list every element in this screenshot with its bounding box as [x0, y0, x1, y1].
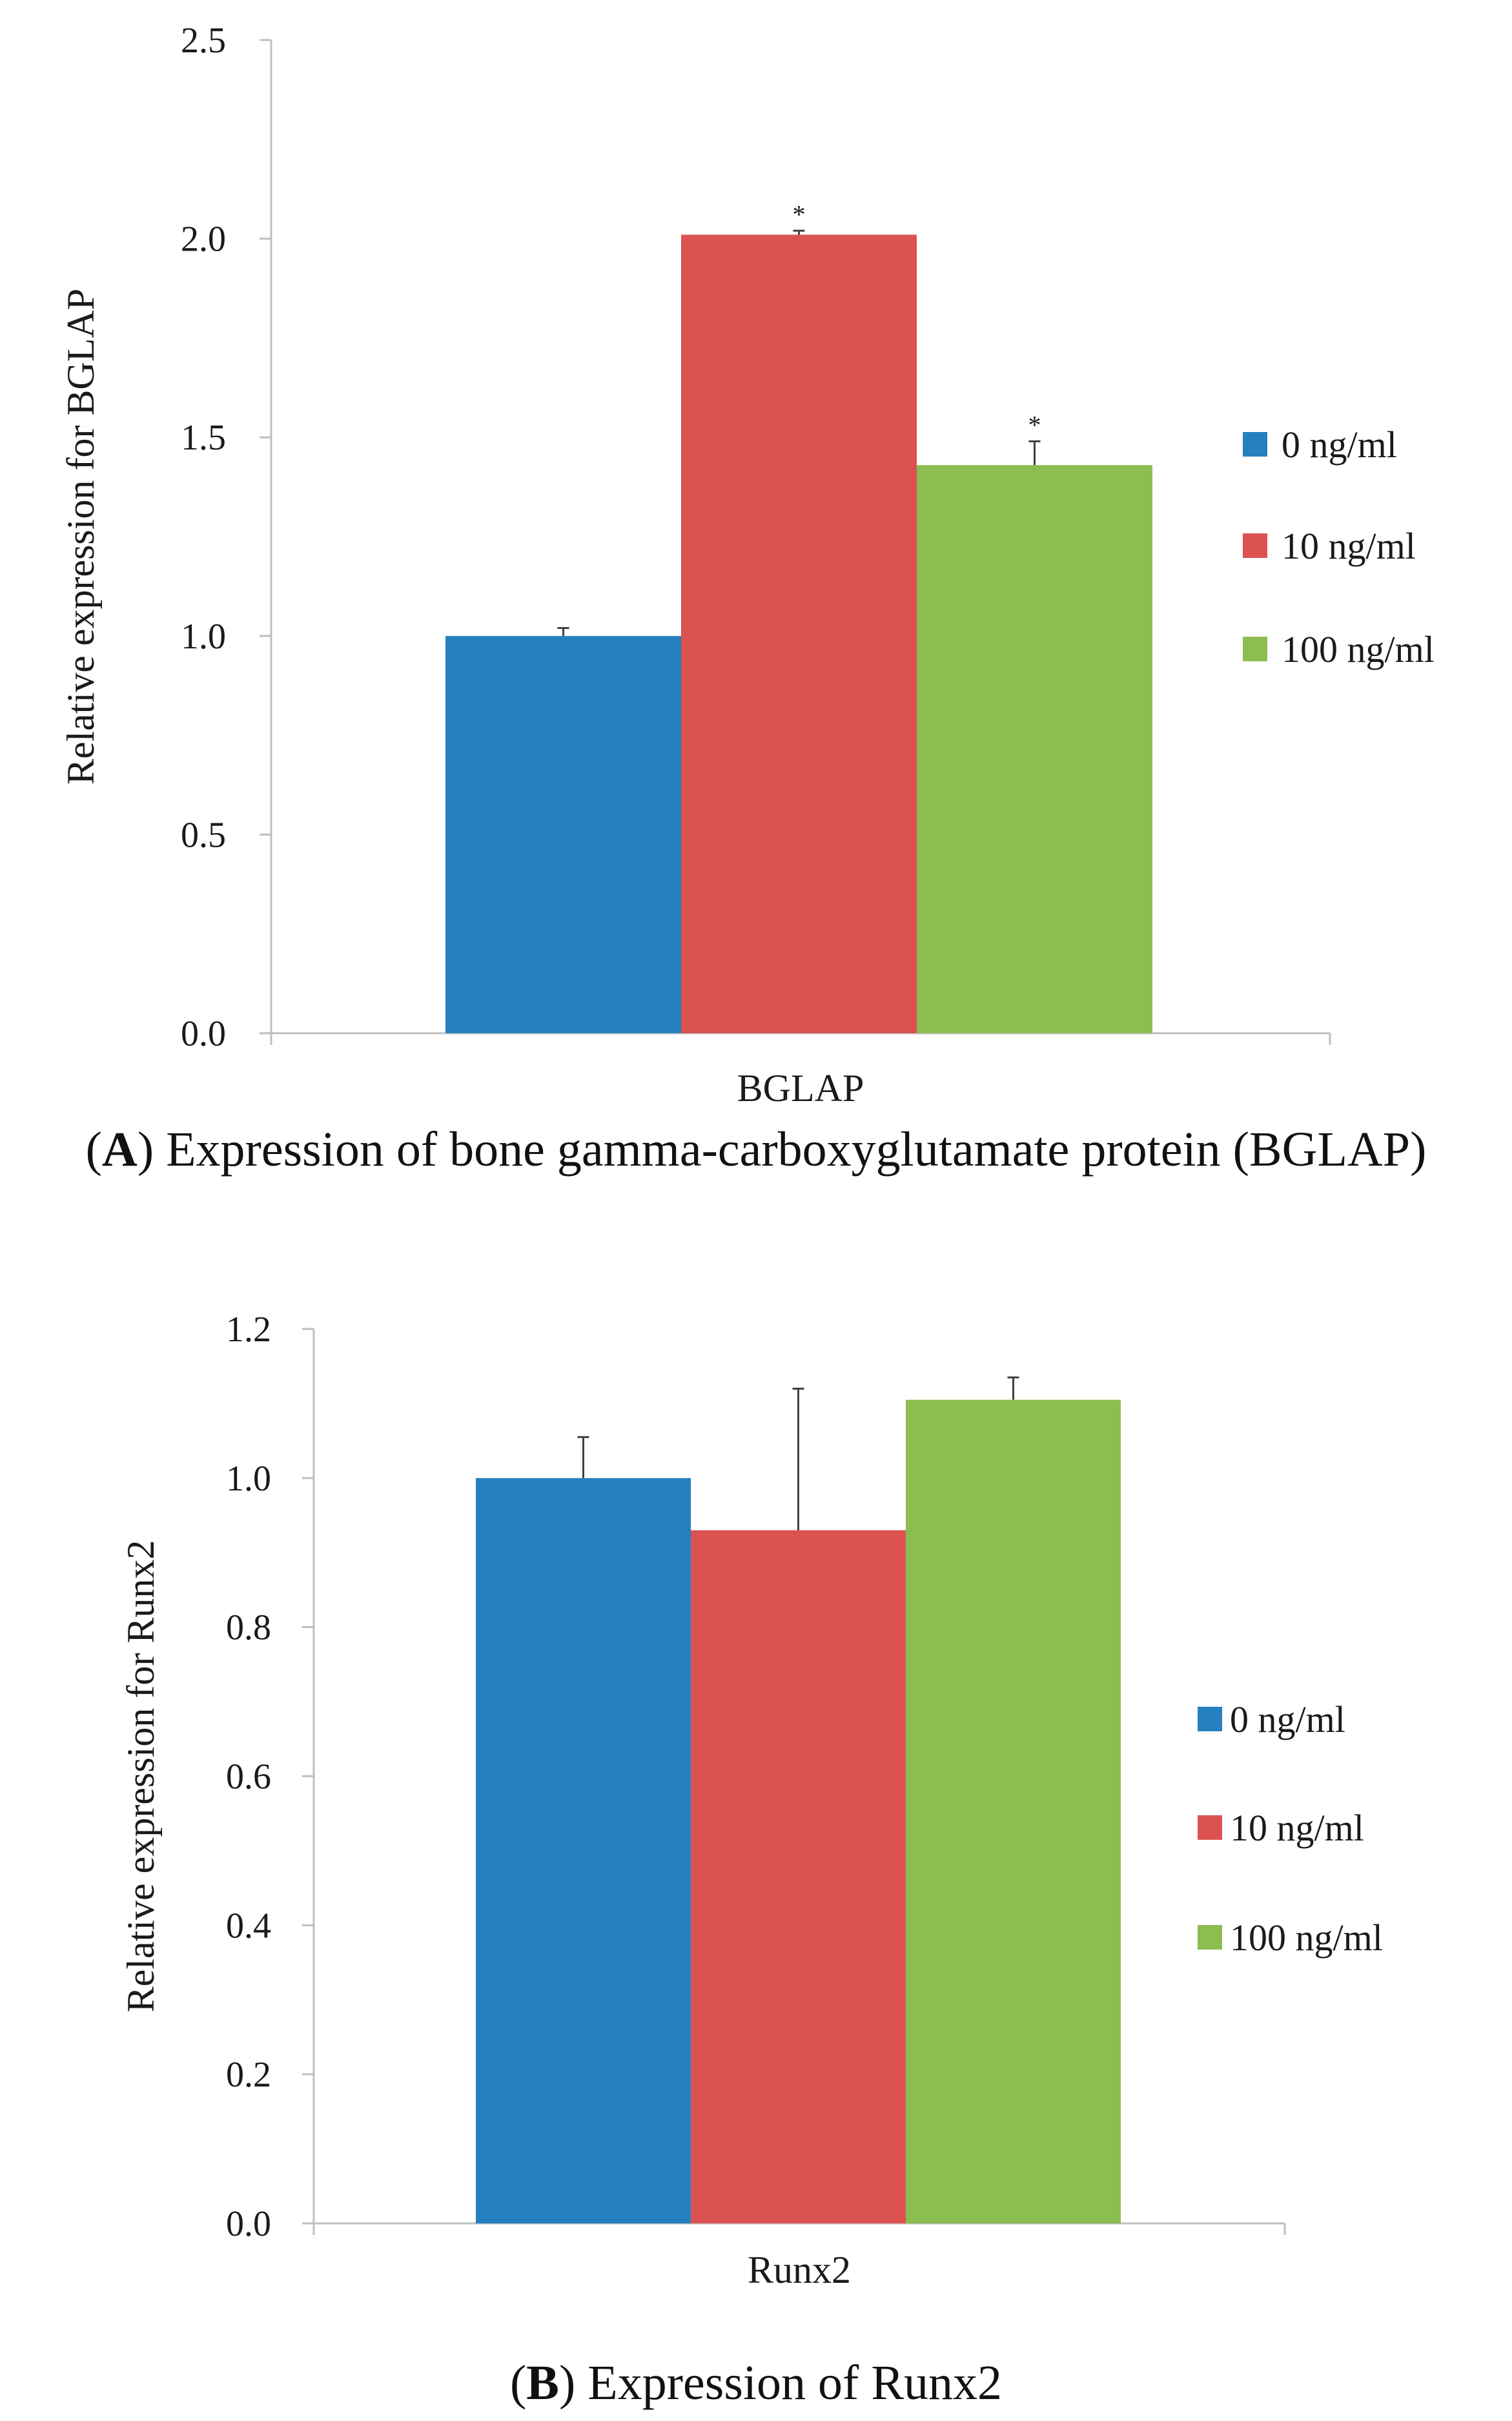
bar — [906, 1399, 1121, 2223]
x-axis-label: Runx2 — [748, 2249, 851, 2291]
caption-paren: ( — [86, 1122, 102, 1177]
legend-label: 100 ng/ml — [1282, 628, 1435, 670]
y-tick-label: 1.0 — [226, 1459, 271, 1499]
y-tick-label: 2.5 — [181, 21, 226, 61]
legend-label: 0 ng/ml — [1282, 424, 1397, 466]
bar — [691, 1530, 906, 2223]
y-tick-label: 0.8 — [226, 1608, 271, 1648]
y-tick-label: 1.2 — [226, 1310, 271, 1350]
y-tick-label: 1.0 — [181, 617, 226, 657]
y-tick-label: 2.0 — [181, 220, 226, 260]
caption-letter: A — [102, 1122, 138, 1177]
y-tick-label: 0.2 — [226, 2055, 271, 2095]
legend-swatch — [1198, 1925, 1222, 1950]
y-tick-label: 0.5 — [181, 815, 226, 855]
bar — [445, 635, 681, 1033]
caption-text: ) Expression of Runx2 — [559, 2356, 1002, 2410]
y-tick-label: 0.0 — [226, 2204, 271, 2244]
legend-label: 100 ng/ml — [1230, 1917, 1383, 1959]
y-tick-label: 1.5 — [181, 418, 226, 458]
y-axis-label: Relative expression for Runx2 — [119, 1540, 162, 2013]
legend-label: 10 ng/ml — [1230, 1807, 1364, 1849]
bar — [917, 465, 1152, 1033]
legend-swatch — [1198, 1815, 1222, 1840]
panel-a: 0.0 0.5 1.0 1.5 2.0 2.5 * * BGLAP Relative expres… — [59, 21, 1435, 1177]
panel-caption: (A) Expression of bone gamma-carboxyglut… — [86, 1122, 1427, 1177]
panel-b: 0.0 0.2 0.4 0.6 0.8 1.0 1.2 Runx2 Relative expre… — [119, 1310, 1383, 2410]
caption-text: ) Expression of bone gamma-carboxyglutam… — [138, 1122, 1427, 1177]
y-tick-label: 0.6 — [226, 1757, 271, 1797]
legend-label: 0 ng/ml — [1230, 1698, 1345, 1740]
caption-letter: B — [526, 2356, 559, 2410]
legend-label: 10 ng/ml — [1282, 525, 1416, 567]
significance-marker: * — [793, 200, 806, 229]
caption-paren: ( — [510, 2356, 526, 2410]
bar — [681, 234, 917, 1033]
y-tick-label: 0.0 — [181, 1014, 226, 1054]
bar — [476, 1478, 691, 2223]
legend-swatch — [1243, 533, 1267, 558]
legend-swatch — [1243, 637, 1267, 661]
x-axis-label: BGLAP — [737, 1067, 864, 1109]
legend-swatch — [1198, 1707, 1222, 1731]
panel-caption: (B) Expression of Runx2 — [510, 2356, 1002, 2410]
y-axis-label: Relative expression for BGLAP — [59, 289, 102, 785]
y-tick-label: 0.4 — [226, 1906, 271, 1946]
significance-marker: * — [1028, 410, 1041, 439]
legend-swatch — [1243, 432, 1267, 457]
